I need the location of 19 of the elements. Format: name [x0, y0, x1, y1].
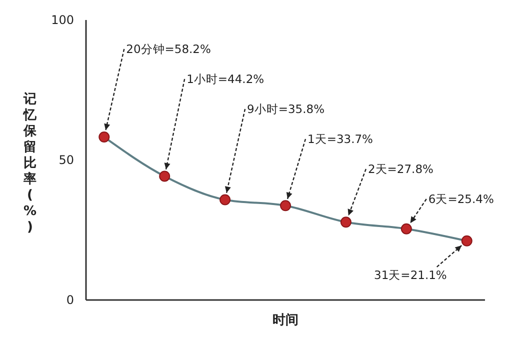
data-label: 2天=27.8% [368, 162, 434, 176]
text: 记忆保留比率(%) [23, 92, 37, 235]
point [400, 223, 412, 234]
data-label: 20分钟=58.2% [126, 42, 212, 56]
point [98, 132, 110, 143]
point [340, 216, 352, 228]
data-label: 9小时=35.8% [247, 102, 325, 116]
y-tick-label: 50 [58, 153, 74, 168]
point [220, 194, 231, 206]
data-label: 6天=25.4% [428, 192, 494, 206]
y-tick-label: 100 [51, 13, 74, 28]
point [280, 200, 291, 212]
point [159, 170, 170, 182]
data-label: 1小时=44.2% [186, 72, 264, 86]
point [461, 235, 472, 246]
y-tick-label: 0 [66, 293, 74, 308]
data-label: 31天=21.1% [374, 268, 447, 282]
data-label: 1天=33.7% [308, 132, 374, 146]
x-axis-title: 时间 [272, 313, 298, 328]
